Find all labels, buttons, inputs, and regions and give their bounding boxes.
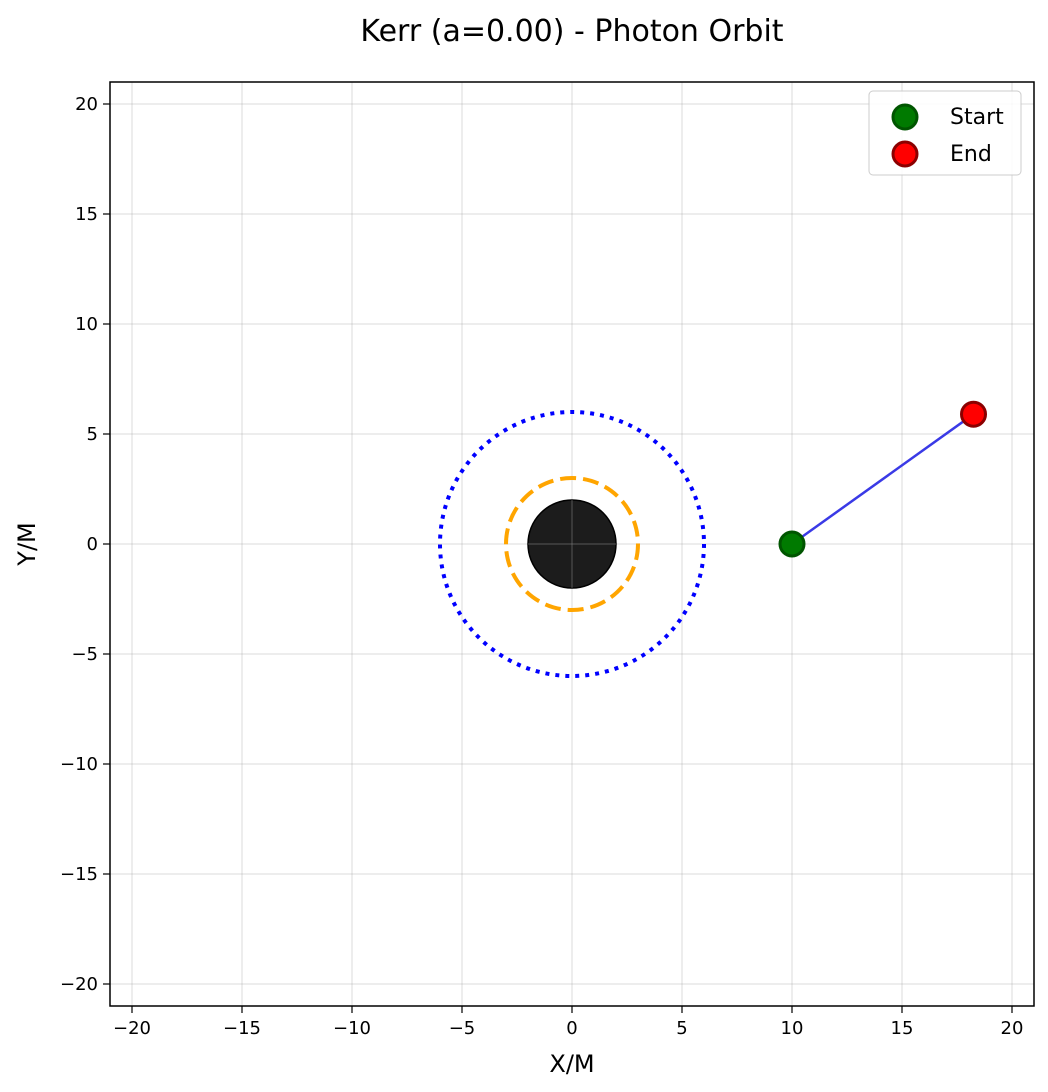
x-tick-label: −20 bbox=[113, 1018, 151, 1039]
x-tick-label: −15 bbox=[223, 1018, 261, 1039]
y-axis-label: Y/M bbox=[13, 522, 41, 566]
legend-start-label: Start bbox=[950, 105, 1004, 130]
x-tick-label: 5 bbox=[676, 1018, 687, 1039]
end-marker bbox=[960, 400, 987, 428]
photon-trajectory-line bbox=[791, 413, 975, 546]
orbit-layer bbox=[438, 400, 987, 678]
legend-end-label: End bbox=[950, 142, 992, 167]
photon-sphere-ring bbox=[504, 476, 640, 612]
legend: Start End bbox=[868, 90, 1022, 176]
y-tick-label: 20 bbox=[75, 94, 98, 115]
tick-layer: −20 −15 −10 −5 0 5 10 15 20 −20 −15 −10 −5 0 5 10 15 20 bbox=[60, 94, 1023, 1039]
y-tick-label: 5 bbox=[87, 424, 98, 445]
legend-start-marker bbox=[891, 103, 919, 131]
y-tick-label: −20 bbox=[60, 974, 98, 995]
start-marker bbox=[778, 530, 806, 558]
x-tick-label: −10 bbox=[333, 1018, 371, 1039]
chart-title: Kerr (a=0.00) - Photon Orbit bbox=[360, 14, 783, 49]
x-tick-label: 15 bbox=[891, 1018, 914, 1039]
x-tick-label: 10 bbox=[781, 1018, 804, 1039]
x-tick-label: 0 bbox=[566, 1018, 577, 1039]
legend-frame bbox=[868, 90, 1022, 176]
y-tick-label: 0 bbox=[87, 534, 98, 555]
legend-end-marker bbox=[891, 140, 919, 168]
y-tick-label: −15 bbox=[60, 864, 98, 885]
isco-ring bbox=[438, 410, 706, 678]
x-tick-label: −5 bbox=[449, 1018, 476, 1039]
y-tick-label: −10 bbox=[60, 754, 98, 775]
x-axis-label: X/M bbox=[549, 1050, 594, 1078]
black-hole-disk bbox=[527, 499, 617, 589]
x-tick-label: 20 bbox=[1001, 1018, 1024, 1039]
y-tick-label: −5 bbox=[71, 644, 98, 665]
y-tick-label: 15 bbox=[75, 204, 98, 225]
y-tick-label: 10 bbox=[75, 314, 98, 335]
